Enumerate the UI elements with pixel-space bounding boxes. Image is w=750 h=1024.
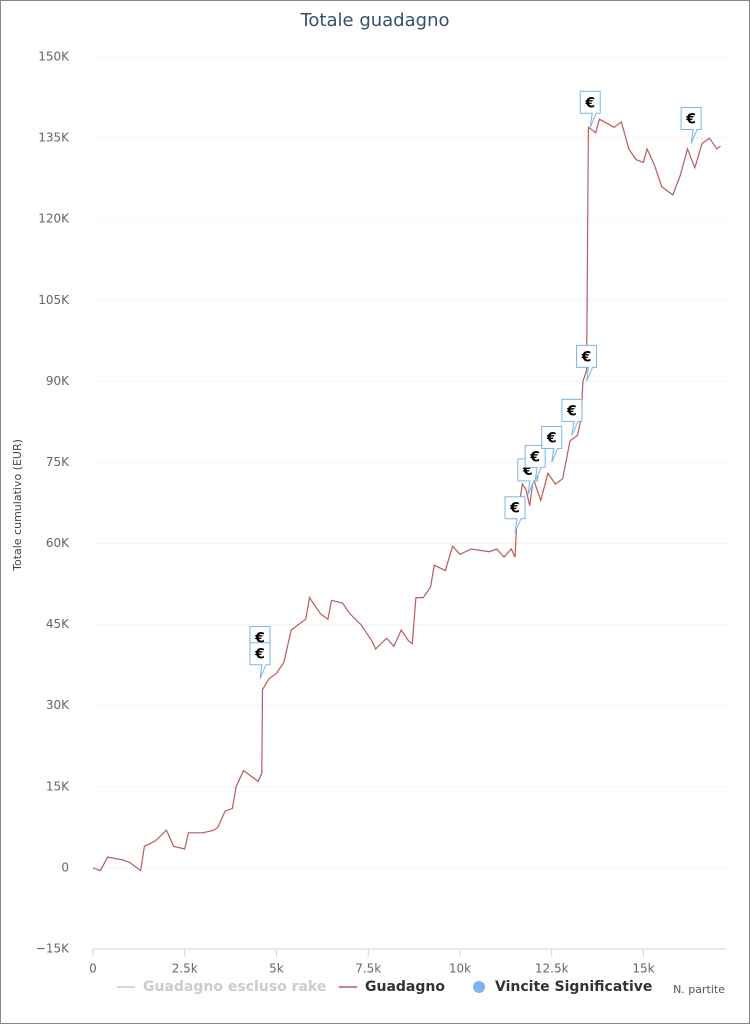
flag: €	[576, 344, 598, 382]
y-tick-label: 75K	[46, 455, 70, 469]
flag-shape	[541, 425, 563, 463]
x-tick-label: 5k	[269, 962, 284, 976]
flag-shape	[680, 106, 702, 144]
flag-label: €	[509, 501, 520, 517]
x-tick-label: 15k	[632, 962, 654, 976]
y-tick-label: 120K	[38, 212, 70, 226]
y-tick-label: 105K	[38, 293, 70, 307]
x-tick-label: 0	[89, 962, 97, 976]
flag-shape	[579, 90, 601, 128]
flag-label: €	[584, 95, 595, 111]
y-axis-label: Totale cumulativo (EUR)	[11, 439, 24, 572]
flag: €	[561, 398, 583, 436]
flag-label: €	[522, 463, 533, 479]
y-tick-label: 150K	[38, 50, 70, 64]
data-line	[92, 118, 721, 872]
flag-label: €	[566, 403, 577, 419]
y-tick-label: −15K	[36, 942, 70, 956]
legend-label: Vincite Significative	[495, 979, 652, 995]
flag: €	[541, 425, 563, 463]
flag-label: €	[529, 449, 540, 465]
flag-label: €	[581, 349, 592, 365]
x-tick-label: 12.5k	[535, 962, 569, 976]
flag-label: €	[685, 111, 696, 127]
legend-symbol	[473, 981, 485, 993]
flag-shape	[561, 398, 583, 436]
flag-label: €	[254, 647, 265, 663]
x-tick-label: 2.5k	[172, 962, 198, 976]
x-axis-label: N. partite	[673, 983, 725, 996]
y-tick-label: 60K	[46, 536, 70, 550]
y-tick-label: 0	[61, 860, 69, 874]
y-tick-label: 30K	[46, 698, 70, 712]
x-tick-label: 7.5k	[355, 962, 381, 976]
x-tick-label: 10k	[449, 962, 471, 976]
flag-shape	[576, 344, 598, 382]
y-tick-label: 15K	[46, 779, 70, 793]
legend-label: Guadagno escluso rake	[143, 979, 326, 995]
flag: €	[524, 444, 546, 482]
legend-label: Guadagno	[365, 979, 445, 995]
flag-shape	[249, 642, 271, 679]
y-tick-label: 45K	[46, 617, 70, 631]
flag-shape	[504, 496, 526, 533]
flag-shape	[524, 444, 546, 482]
flag-label: €	[546, 430, 557, 446]
flag: €	[504, 496, 526, 533]
flag-label: €	[254, 630, 265, 646]
y-tick-label: 90K	[46, 374, 70, 388]
flag: €	[249, 642, 271, 679]
y-tick-label: 135K	[38, 131, 70, 145]
chart-title: Totale guadagno	[299, 10, 449, 31]
flag: €	[680, 106, 702, 144]
flag: €	[579, 90, 601, 128]
